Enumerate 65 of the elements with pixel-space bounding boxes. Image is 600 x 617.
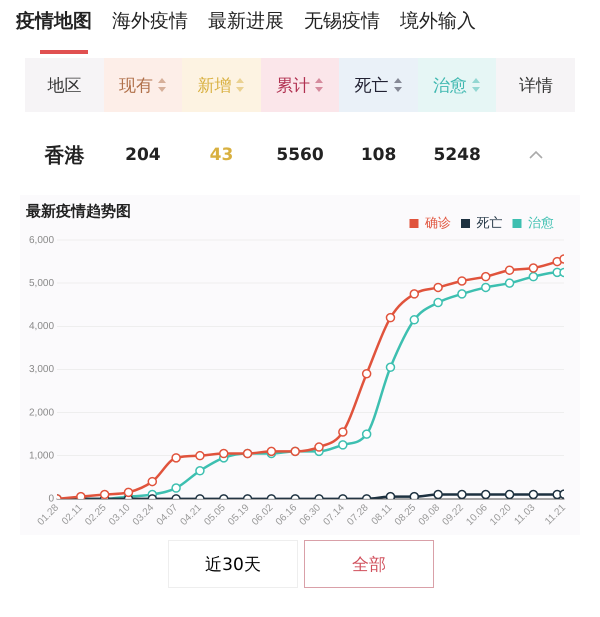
point: [171, 453, 181, 463]
point: [528, 263, 538, 273]
point: [433, 490, 443, 499]
point: [195, 466, 205, 476]
point: [171, 483, 181, 493]
text: 疫情地图: [16, 9, 92, 34]
point: [362, 368, 372, 378]
point: [410, 315, 420, 325]
point: [362, 429, 372, 439]
text: 5560: [275, 144, 325, 167]
point: [528, 272, 538, 282]
text: 死亡: [354, 74, 389, 96]
text: 全部: [304, 540, 434, 588]
point: [314, 442, 324, 452]
text: 108: [360, 144, 398, 167]
point: [433, 282, 443, 292]
text: 新增: [197, 74, 232, 96]
y-tick-label: 4,000: [28, 321, 54, 332]
point: [386, 312, 396, 322]
y-tick-label: 0: [48, 494, 54, 505]
point: [195, 450, 205, 460]
point: [504, 278, 514, 288]
text: 5248: [432, 144, 482, 167]
point: [219, 448, 228, 458]
point: [386, 362, 396, 372]
y-tick-label: 5,000: [28, 278, 54, 289]
point: [410, 492, 420, 499]
legend-label: 确诊: [424, 216, 451, 231]
text: 治愈: [433, 74, 468, 96]
point: [76, 492, 86, 499]
text: 现有: [118, 74, 153, 96]
text: 最新进展: [208, 9, 284, 34]
text: 无锡疫情: [304, 9, 380, 34]
y-tick-label: 6,000: [28, 234, 54, 246]
point: [457, 490, 467, 499]
text: 近30天: [168, 540, 298, 588]
point: [457, 289, 467, 299]
point: [504, 490, 514, 499]
text: 地区: [47, 74, 82, 96]
y-tick-label: 1,000: [28, 450, 54, 462]
legend-label: 治愈: [528, 216, 554, 231]
point: [338, 427, 348, 437]
text: 海外疫情: [112, 9, 188, 34]
point: [124, 488, 134, 498]
point: [433, 298, 443, 308]
text: 204: [124, 144, 162, 167]
text: 香港: [43, 142, 86, 168]
y-tick-label: 3,000: [28, 364, 54, 376]
y-tick-label: 2,000: [28, 407, 54, 418]
legend-label: 死亡: [476, 214, 502, 231]
text: 累计: [276, 74, 310, 96]
point: [410, 289, 420, 299]
point: [480, 490, 490, 499]
chart-title: 最新疫情趋势图: [25, 202, 131, 220]
point: [480, 272, 490, 282]
point: [386, 492, 396, 499]
point: [338, 440, 348, 450]
text: 境外输入: [400, 9, 476, 34]
text: 43: [208, 144, 234, 167]
text: 详情: [518, 74, 553, 96]
point: [528, 490, 538, 499]
point: [457, 276, 467, 286]
point: [480, 282, 490, 292]
point: [148, 476, 158, 486]
point: [504, 265, 514, 275]
